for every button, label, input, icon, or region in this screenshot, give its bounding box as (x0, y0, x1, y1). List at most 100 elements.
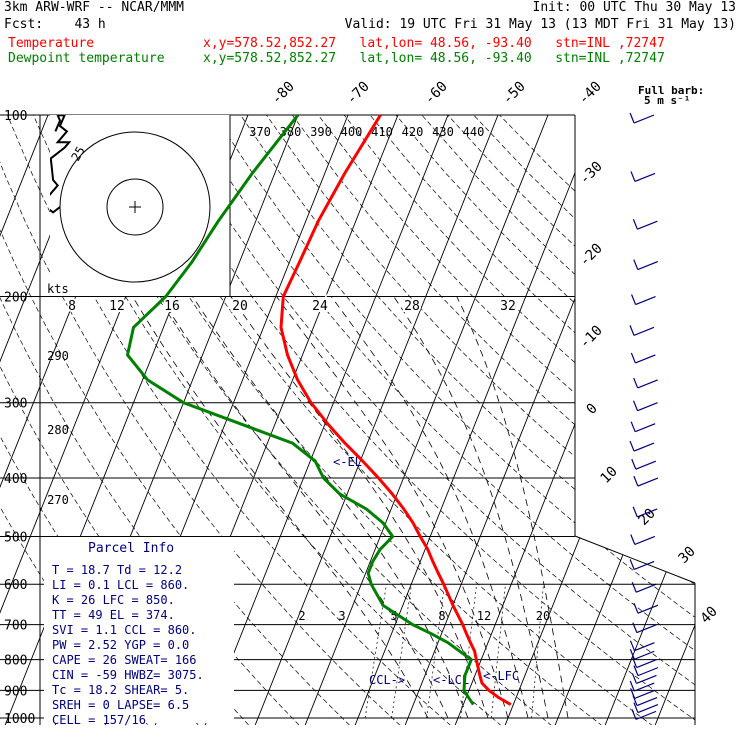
wind-barb (635, 295, 656, 306)
wind-barb-feather (629, 559, 635, 570)
wind-barb (634, 535, 656, 546)
mixing-ratio-label-halo: 8 (68, 299, 76, 314)
wind-barb (637, 260, 658, 271)
pressure-tick-label: 300 (4, 397, 27, 412)
parcel-info-row: PW = 2.52 YGP = 0.0 (52, 638, 189, 652)
isotherm-line (602, 115, 695, 725)
model-title: 3km ARW-WRF -- NCAR/MMM (4, 0, 185, 15)
dry-adiabat-line (84, 115, 610, 725)
wind-barb-feather (629, 680, 635, 692)
dry-adiabat-line (188, 115, 695, 725)
wind-barb-feather (633, 665, 639, 676)
isotherm-line (252, 115, 499, 725)
wind-barb-feather (631, 294, 637, 305)
legend-dewpoint-info: x,y=578.52,852.27 lat,lon= 48.56, -93.40… (203, 51, 665, 66)
wind-barb (633, 114, 655, 124)
mixing-ratio-label: 12 (109, 299, 125, 314)
mixing-ratio-label: 32 (500, 299, 516, 314)
mixing-ratio-label: 28 (404, 299, 420, 314)
dry-adiabat-label: 280 (47, 423, 69, 437)
wind-barb (636, 674, 657, 684)
wind-barb (634, 423, 656, 433)
pressure-tick-label: 900 (4, 684, 27, 699)
mixing-ratio-label: 3 (338, 609, 345, 623)
mixing-ratio-label: 12 (477, 609, 491, 623)
dry-adiabat-line (214, 115, 695, 725)
isotherm-label: -30 (577, 159, 606, 188)
wind-barb-feather (629, 325, 635, 336)
isotherm-label: -10 (577, 323, 606, 352)
wind-barb (635, 710, 657, 720)
pressure-tick-label: 1000 (4, 712, 35, 727)
hodograph-ring (106, 178, 164, 236)
dry-adiabat-line (499, 115, 695, 725)
mixing-ratio-label: 2 (298, 609, 305, 623)
wind-barb-feather (630, 688, 636, 699)
hodograph-panel (50, 115, 230, 296)
mixing-ratio-label: 20 (232, 299, 248, 314)
isotherm-line (652, 115, 695, 725)
wind-barb-feather (631, 582, 637, 593)
isotherm-line (502, 115, 695, 725)
mixing-ratio-label: 8 (68, 299, 76, 314)
moist-adiabat-line (456, 296, 569, 719)
isotherm-line (703, 115, 740, 731)
dry-adiabat-line (0, 115, 153, 725)
hodograph-trace (50, 115, 72, 214)
pressure-tick-label: 200 (4, 291, 27, 306)
parcel-info-box: Parcel Info T = 18.7 Td = 12.2LI = 0.1 LC… (44, 537, 234, 727)
isotherm-label: 30 (676, 544, 699, 567)
el-label: <-EL (333, 455, 362, 469)
profile-lines (126, 115, 512, 706)
parcel-info-row: SVI = 1.1 CCL = 860. (52, 623, 197, 637)
mixing-ratio-label: 20 (536, 609, 550, 623)
hodograph-kts-label: kts (47, 282, 69, 296)
wind-barb-feather (633, 602, 639, 614)
isotherm-line (352, 115, 599, 725)
theta-e-label: 390 (310, 125, 332, 139)
dry-adiabat-line (447, 115, 695, 725)
moist-adiabat-line (230, 296, 489, 719)
mixing-ratio-label-halo: 20 (232, 299, 248, 314)
wind-barb-feather (631, 458, 637, 470)
lfc-label: <-LFC (483, 669, 519, 683)
wind-barb-feather (631, 673, 637, 684)
wind-barb-feather (629, 649, 635, 660)
isotherm-label: 0 (584, 401, 601, 418)
dry-adiabat-line (395, 115, 695, 725)
mixing-ratio-label: 24 (312, 299, 328, 314)
parcel-info-title: Parcel Info (88, 541, 174, 556)
dry-adiabat-line (110, 115, 660, 725)
wind-barb (633, 326, 655, 336)
wind-barb-feather (629, 640, 636, 651)
pressure-tick-label: 700 (4, 619, 27, 634)
wind-barb (634, 642, 655, 652)
wind-barb (636, 508, 658, 518)
isotherm-line (0, 115, 49, 725)
moist-adiabat-line (159, 296, 449, 719)
dry-adiabat-line (32, 115, 508, 725)
dry-adiabat-line (0, 115, 407, 725)
theta-e-label: 440 (463, 125, 485, 139)
theta-e-label: 430 (432, 125, 454, 139)
dry-adiabat-line (240, 115, 695, 725)
valid-time: Valid: 19 UTC Fri 31 May 13 (13 MDT Fri … (344, 17, 736, 32)
dry-adiabat-label: 290 (47, 349, 69, 363)
dry-adiabat-line (266, 115, 695, 725)
wind-barb-feather (632, 506, 638, 518)
legend-temperature-info: x,y=578.52,852.27 lat,lon= 48.56, -93.40… (203, 36, 665, 51)
mixing-ratio-label-halo: 12 (109, 299, 125, 314)
pressure-tick-label: 600 (4, 578, 27, 593)
parcel-info-row: K = 26 LFC = 850. (52, 593, 175, 607)
wind-barb (633, 442, 655, 452)
wind-barb-feather (629, 112, 635, 124)
theta-e-label: 410 (371, 125, 393, 139)
dry-adiabat-line (292, 115, 695, 725)
pressure-tick-label: 100 (4, 109, 27, 124)
parcel-info-row: CAPE = 26 SWEAT= 166 (52, 653, 197, 667)
wind-barb (637, 220, 658, 230)
dry-adiabat-line (136, 115, 695, 725)
wind-barb-feather (630, 421, 636, 432)
pressure-tick-label: 500 (4, 530, 27, 545)
